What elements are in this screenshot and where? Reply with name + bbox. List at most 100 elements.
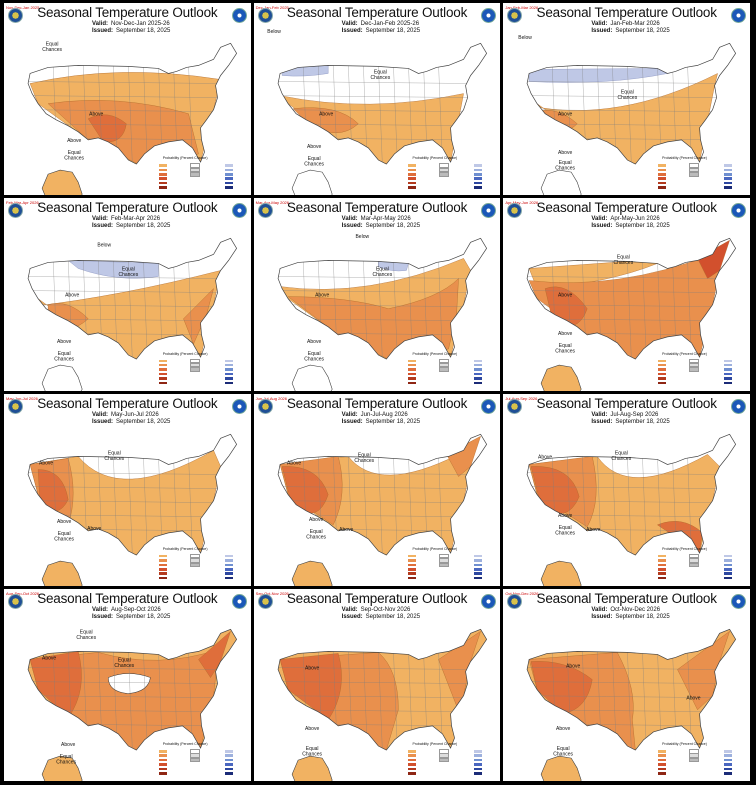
- legend-above-swatch: [408, 567, 417, 571]
- legend-title: Probability (Percent Chance): [662, 156, 707, 161]
- legend-below-swatch: [474, 567, 483, 571]
- region-label: Below: [519, 35, 533, 41]
- state-line: [28, 304, 224, 308]
- outlook-panel: Below Equal Chances Above Above Equal Chances …: [4, 198, 251, 391]
- state-line: [527, 95, 723, 98]
- legend-above-swatch: [158, 754, 167, 757]
- region-label-line: Equal: [559, 160, 572, 166]
- legend-above-swatch: [158, 186, 167, 189]
- region-label: Equal Chances: [56, 754, 76, 766]
- region-label-line: Equal: [58, 530, 71, 536]
- legend-title: Probability (Percent Chance): [162, 742, 208, 746]
- issued-label: Issued:: [92, 28, 114, 34]
- region-label-line: Equal: [309, 528, 322, 534]
- legend-above-swatch: [408, 754, 417, 757]
- region-label-line: Above: [307, 144, 321, 150]
- legend-normal-swatch: [189, 172, 200, 177]
- map-body: [27, 238, 238, 391]
- state-line: [277, 81, 474, 84]
- legend-normal-swatch: [439, 749, 450, 754]
- legend-below-swatch: [724, 758, 732, 762]
- legend-above-swatch: [408, 576, 417, 580]
- doc-seal-icon: [507, 398, 523, 414]
- legend-below-swatch: [224, 368, 233, 371]
- region-label: Below: [97, 243, 111, 249]
- region-label: Above: [558, 512, 572, 518]
- legend-normal-swatch: [439, 163, 450, 168]
- legend-below-swatch: [474, 772, 483, 775]
- map-stamp: Jun-Jul-Aug 2026: [255, 395, 288, 401]
- region-label: Above: [319, 112, 333, 118]
- region-label-line: Above: [57, 518, 71, 524]
- legend-normal-swatch: [439, 553, 450, 559]
- legend-above-swatch: [658, 567, 666, 571]
- region-label: Equal Chances: [372, 267, 392, 279]
- probability-legend: Probability (Percent Chance): [147, 547, 247, 583]
- issued-label: Issued:: [591, 613, 613, 620]
- region-label: Below: [355, 235, 369, 241]
- region-label: Above: [538, 454, 552, 460]
- alaska-region: [41, 560, 83, 586]
- legend-above-swatch: [658, 559, 666, 562]
- state-line: [277, 109, 474, 112]
- region-label: Equal Chances: [554, 746, 574, 758]
- map-body: [527, 628, 737, 781]
- region-label-line: Chances: [354, 457, 374, 463]
- region-label: Equal Chances: [42, 41, 62, 53]
- legend-above-swatch: [158, 363, 167, 367]
- outlook-map: Above Above Above Equal Chances: [527, 628, 737, 781]
- legend-below-swatch: [724, 772, 732, 775]
- issued-date: September 18, 2025: [116, 223, 171, 230]
- region-label-line: Above: [558, 331, 572, 337]
- region-label: Equal Chances: [54, 351, 74, 363]
- state-boundaries: [277, 63, 474, 165]
- legend-below-swatch: [474, 554, 483, 558]
- legend-below-swatch: [224, 750, 233, 753]
- region-label-line: Above: [558, 150, 572, 156]
- region-label-line: Chances: [612, 455, 632, 461]
- region-label-line: Chances: [618, 95, 638, 101]
- legend-above-swatch: [158, 173, 167, 176]
- legend-above-swatch: [408, 377, 417, 380]
- state-line: [143, 453, 148, 555]
- issued-date: September 18, 2025: [615, 223, 670, 230]
- region-label-line: Chances: [114, 663, 134, 669]
- panel-meta: Valid: Jan-Feb-Mar 2026 Issued: September …: [591, 21, 669, 35]
- region-label: Above: [57, 518, 71, 524]
- panel-title: Seasonal Temperature Outlook: [286, 5, 468, 20]
- legend-normal-swatch: [689, 163, 699, 168]
- panel-meta: Valid: Oct-Nov-Dec 2026 Issued: September …: [591, 607, 669, 621]
- panel-title: Seasonal Temperature Outlook: [37, 395, 218, 411]
- state-line: [377, 649, 383, 750]
- legend-above-swatch: [658, 554, 666, 558]
- region-label-line: Equal: [68, 150, 81, 156]
- state-line: [527, 471, 723, 475]
- legend-below-swatch: [224, 377, 233, 380]
- region-label-line: Chances: [54, 536, 74, 542]
- region-label-line: Above: [61, 742, 75, 748]
- valid-label: Valid:: [92, 216, 109, 223]
- legend-below-swatch: [724, 377, 732, 380]
- state-line: [527, 304, 723, 308]
- legend-normal-swatch: [439, 363, 450, 368]
- legend-above-swatch: [158, 168, 167, 172]
- state-boundaries: [277, 649, 474, 750]
- legend-below-swatch: [724, 372, 732, 376]
- region-label-line: Chances: [556, 530, 576, 536]
- valid-period: Oct-Nov-Dec 2026: [610, 606, 661, 613]
- region-label-line: Chances: [372, 272, 392, 278]
- region-label-line: Equal: [118, 657, 131, 663]
- legend-below-swatch: [724, 767, 732, 771]
- state-line: [277, 304, 474, 308]
- legend-below-swatch: [224, 177, 233, 181]
- doc-seal-icon: [8, 203, 23, 219]
- legend-above-swatch: [158, 381, 167, 385]
- valid-label: Valid:: [341, 411, 358, 418]
- outlook-panel: Equal Chances Above Above Equal Chances Above …: [253, 393, 501, 586]
- legend-below-swatch: [724, 186, 732, 189]
- legend-above-swatch: [658, 164, 666, 167]
- issued-label: Issued:: [591, 28, 613, 34]
- legend-above-swatch: [658, 359, 666, 363]
- noaa-logo-icon: [231, 398, 247, 414]
